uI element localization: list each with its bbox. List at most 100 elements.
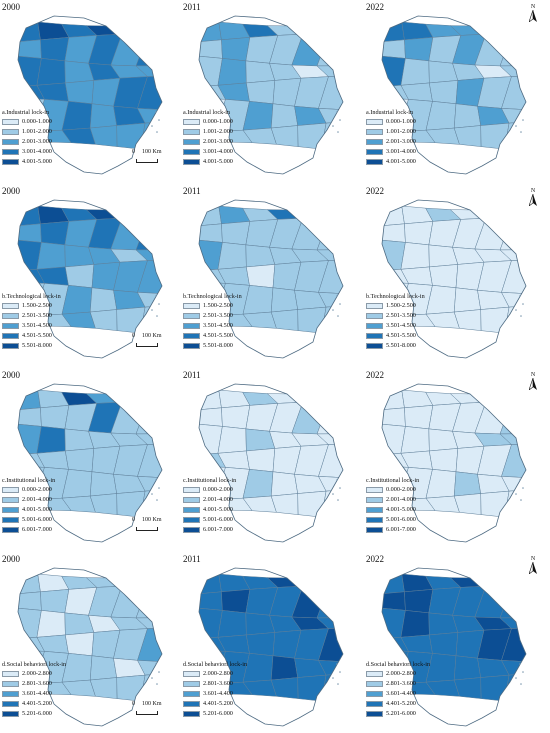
map-panel: 2022 b.Technological lock-in 1.500-2.500 2.… xyxy=(364,184,540,361)
legend-swatch xyxy=(366,487,383,494)
region xyxy=(316,217,343,251)
map-panel: 2000 d.Social behaviorl lock-in 2.000-2.80… xyxy=(0,552,176,729)
map-legend: a.Industrial lock-in 0.000-1.000 1.001-2.0… xyxy=(366,109,416,167)
legend-swatch xyxy=(2,139,19,146)
legend-entry: 5.001-6.000 xyxy=(2,515,55,525)
map-panel: 2022 c.Institutional lock-in 0.000-2.000 2.… xyxy=(364,368,540,545)
legend-entry: 4.401-5.200 xyxy=(2,699,66,709)
island xyxy=(520,315,522,317)
region-outline xyxy=(381,383,527,543)
legend-swatch xyxy=(366,343,383,350)
region xyxy=(18,223,42,243)
north-label: N xyxy=(530,4,536,10)
legend-entry: 2.501-3.500 xyxy=(366,311,425,321)
island xyxy=(155,663,157,665)
island xyxy=(332,309,334,311)
legend-entry: 0.000-2.000 xyxy=(183,485,236,495)
legend-swatch xyxy=(366,139,383,146)
legend-entry: 3.601-4.400 xyxy=(2,689,66,699)
north-arrow: N xyxy=(528,556,538,576)
choropleth-map xyxy=(198,15,344,175)
island xyxy=(522,487,524,489)
north-label: N xyxy=(530,188,536,194)
legend-label: 0.000-1.000 xyxy=(22,118,52,126)
legend-entry: 2.001-4.000 xyxy=(183,495,236,505)
region xyxy=(504,120,526,152)
legend-swatch xyxy=(183,119,200,126)
region xyxy=(140,672,162,704)
year-label: 2000 xyxy=(2,370,20,380)
legend-swatch xyxy=(2,149,19,156)
region-outline xyxy=(198,15,344,175)
legend-label: 2.001-3.000 xyxy=(203,138,233,146)
region xyxy=(18,387,41,411)
legend-title: d.Social behaviorl lock-in xyxy=(2,661,67,668)
region xyxy=(429,448,459,473)
scale-distance-label: 100 Km xyxy=(142,149,162,155)
region xyxy=(429,264,459,289)
region xyxy=(318,443,343,478)
region xyxy=(316,585,343,619)
year-label: 2011 xyxy=(183,186,201,196)
legend-label: 5.001-6.000 xyxy=(386,516,416,524)
region xyxy=(317,23,343,36)
region xyxy=(221,405,251,430)
island xyxy=(151,125,153,127)
choropleth-map xyxy=(381,199,527,359)
region xyxy=(382,19,405,43)
legend-swatch xyxy=(2,681,19,688)
region xyxy=(199,387,222,411)
region xyxy=(136,207,162,220)
legend-swatch xyxy=(366,517,383,524)
legend-entry: 1.001-2.000 xyxy=(2,127,52,137)
legend-swatch xyxy=(2,303,19,310)
region xyxy=(199,591,223,611)
legend-entry: 2.000-2.800 xyxy=(2,669,66,679)
island xyxy=(337,315,339,317)
choropleth-map xyxy=(381,383,527,543)
legend-entry: 5.201-6.000 xyxy=(183,709,247,719)
legend-swatch xyxy=(366,129,383,136)
choropleth-map xyxy=(198,383,344,543)
region xyxy=(135,33,162,67)
island xyxy=(522,671,524,673)
island xyxy=(332,125,334,127)
legend-entry: 3.001-4.000 xyxy=(2,147,52,157)
island xyxy=(519,295,521,297)
legend-label: 4.501-5.500 xyxy=(386,332,416,340)
legend-swatch xyxy=(2,487,19,494)
legend-title: a.Industrial lock-in xyxy=(183,109,231,116)
legend-swatch xyxy=(2,711,19,718)
legend-entry: 4.001-5.000 xyxy=(366,157,416,167)
legend-entry: 4.501-5.500 xyxy=(2,331,61,341)
legend-label: 3.001-4.000 xyxy=(203,148,233,156)
region xyxy=(382,423,406,456)
region xyxy=(89,287,117,313)
region xyxy=(89,655,117,681)
legend-label: 5.001-6.000 xyxy=(22,516,52,524)
legend-label: 4.001-5.000 xyxy=(203,158,233,166)
legend-entry: 3.601-4.400 xyxy=(366,689,430,699)
legend-swatch xyxy=(366,119,383,126)
region xyxy=(270,655,298,681)
island xyxy=(156,131,158,133)
region xyxy=(40,405,70,430)
legend-label: 3.601-4.400 xyxy=(203,690,233,698)
legend-entry: 2.801-3.600 xyxy=(366,679,430,689)
choropleth-map xyxy=(17,15,163,175)
legend-swatch xyxy=(183,139,200,146)
legend-entry: 2.501-3.500 xyxy=(183,311,242,321)
region xyxy=(453,655,481,681)
legend-swatch xyxy=(2,333,19,340)
region xyxy=(290,209,330,219)
scale-zero-label: 0 xyxy=(132,149,135,155)
legend-swatch xyxy=(183,497,200,504)
legend-label: 5.501-8.000 xyxy=(22,342,52,350)
region xyxy=(429,632,459,657)
year-label: 2011 xyxy=(183,554,201,564)
legend-entry: 1.500-2.500 xyxy=(2,301,61,311)
island xyxy=(339,119,341,121)
legend-label: 1.001-2.000 xyxy=(386,128,416,136)
legend-label: 5.201-6.000 xyxy=(386,710,416,718)
